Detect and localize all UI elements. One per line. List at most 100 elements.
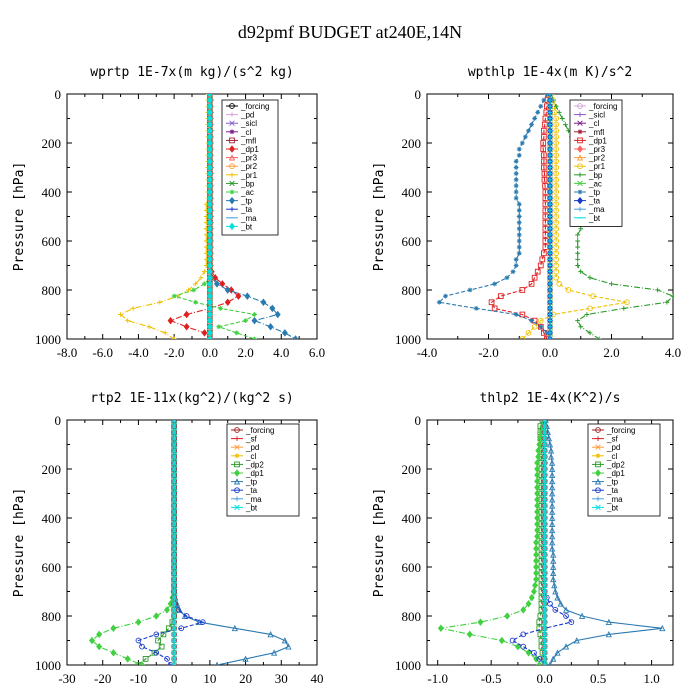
data-point-marker	[171, 625, 177, 631]
data-point-marker	[531, 274, 538, 281]
legend-label: _mfl	[240, 136, 256, 145]
data-point-marker	[536, 440, 543, 449]
data-point-marker	[519, 311, 526, 318]
legend: _forcing_sicl_cl_mfl_dp1_pr3_pr2_pr1_bp_…	[569, 99, 623, 227]
data-point-marker	[553, 134, 560, 140]
data-point-marker	[218, 305, 223, 311]
data-point-marker	[538, 324, 544, 330]
data-point-marker	[171, 478, 177, 484]
data-point-marker	[201, 329, 208, 337]
legend-label: _tp	[588, 188, 601, 197]
legend-label: _pd	[240, 111, 254, 120]
data-point-marker	[516, 250, 522, 256]
data-point-marker	[251, 316, 258, 325]
legend-marker	[576, 154, 584, 161]
legend-marker	[594, 478, 602, 485]
legend-label: _pr3	[240, 154, 258, 163]
y-tick-label: 600	[42, 560, 62, 575]
y-tick-label: 400	[402, 185, 422, 200]
data-point-marker	[96, 630, 103, 639]
data-point-marker	[171, 594, 177, 601]
legend-label: _pd	[606, 443, 620, 452]
data-point-marker	[584, 312, 590, 317]
data-point-marker	[541, 176, 548, 183]
data-point-marker	[541, 164, 547, 171]
plot-frame	[66, 93, 318, 340]
legend-marker	[234, 444, 240, 450]
data-point-marker	[664, 299, 670, 305]
data-point-marker	[575, 238, 581, 244]
data-point-marker	[224, 298, 231, 306]
y-tick-label: 1000	[395, 658, 421, 673]
data-point-marker	[541, 250, 547, 257]
data-point-marker	[513, 263, 519, 268]
data-point-marker	[609, 281, 614, 287]
data-point-marker	[516, 232, 522, 238]
data-point-marker	[135, 618, 142, 626]
legend-label: _tp	[245, 478, 258, 487]
data-point-marker	[118, 312, 123, 317]
series-layer	[436, 94, 673, 339]
data-point-marker	[153, 612, 160, 620]
data-point-marker	[562, 122, 568, 128]
data-point-marker	[171, 490, 177, 497]
data-point-marker	[537, 434, 544, 443]
data-point-marker	[541, 552, 548, 558]
data-point-marker	[171, 582, 177, 589]
series-line	[137, 420, 205, 665]
legend-marker	[234, 496, 240, 502]
data-point-marker	[575, 250, 581, 256]
data-point-marker	[541, 484, 548, 491]
data-point-marker	[526, 128, 531, 134]
legend-marker	[229, 112, 235, 117]
data-point-marker	[466, 630, 473, 639]
data-point-marker	[554, 594, 561, 601]
data-point-marker	[541, 588, 548, 595]
data-point-marker	[267, 323, 274, 331]
data-point-marker	[553, 189, 560, 195]
data-point-marker	[541, 594, 548, 601]
legend-label: _dp1	[245, 469, 264, 478]
legend-label: _dp1	[588, 136, 607, 145]
legend-marker	[229, 163, 235, 170]
y-tick-label: 600	[42, 234, 62, 249]
data-point-marker	[605, 630, 612, 638]
data-point-marker	[110, 624, 117, 632]
data-point-marker	[553, 256, 560, 263]
legend-label: _pr2	[240, 162, 258, 171]
data-point-marker	[514, 642, 521, 651]
legend-marker	[595, 487, 601, 494]
data-point-marker	[252, 336, 257, 339]
data-point-marker	[556, 109, 562, 115]
legend-box	[587, 423, 661, 517]
data-point-marker	[575, 318, 581, 324]
y-tick-label: 600	[402, 234, 422, 249]
data-point-marker	[552, 588, 559, 595]
series-line	[521, 94, 627, 339]
data-point-marker	[176, 606, 183, 613]
data-point-marker	[573, 637, 580, 644]
legend-label: _ma	[606, 495, 623, 504]
data-point-marker	[198, 275, 204, 281]
legend-label: _dp2	[245, 460, 264, 469]
data-point-marker	[519, 336, 526, 339]
data-point-marker	[550, 575, 557, 583]
data-point-marker	[553, 207, 560, 214]
data-point-marker	[590, 293, 596, 299]
data-point-marker	[578, 269, 584, 275]
data-point-marker	[171, 564, 177, 570]
data-point-marker	[538, 103, 544, 109]
y-tick-label: 200	[42, 462, 62, 477]
data-point-marker	[557, 600, 564, 607]
data-point-marker	[550, 563, 557, 570]
data-point-marker	[519, 287, 526, 293]
data-point-marker	[554, 649, 561, 656]
legend-label: _sicl	[588, 111, 605, 120]
data-point-marker	[191, 287, 197, 293]
legend-marker	[229, 206, 235, 212]
legend-marker	[577, 206, 583, 212]
data-point-marker	[292, 335, 299, 339]
data-point-marker	[541, 478, 548, 484]
data-point-marker	[216, 324, 222, 330]
data-point-marker	[124, 655, 131, 663]
